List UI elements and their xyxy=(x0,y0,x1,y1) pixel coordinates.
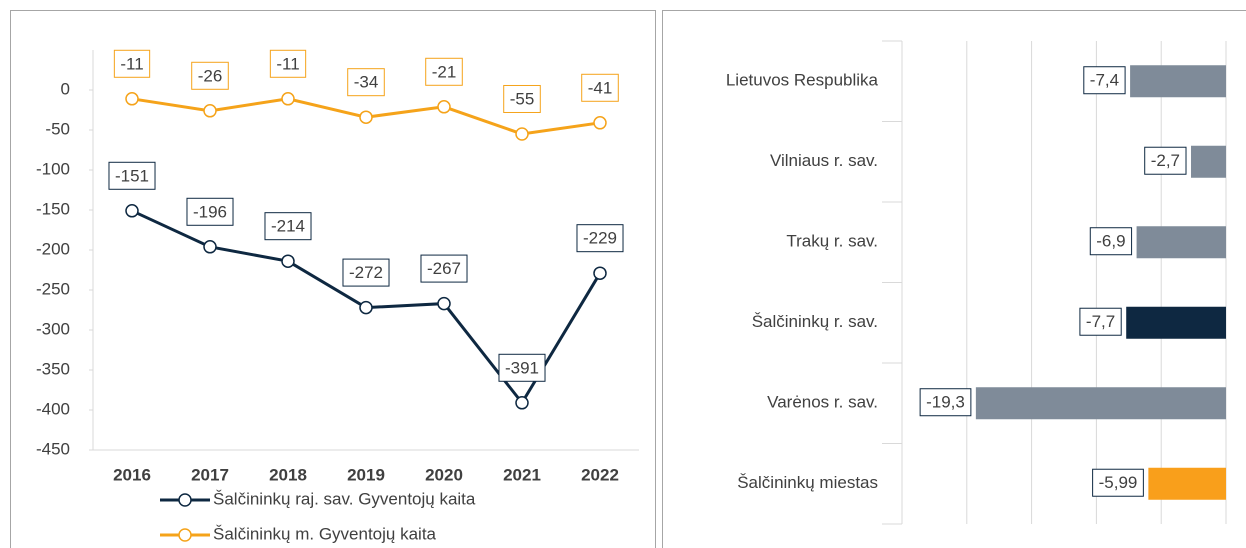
y-tick-label: 0 xyxy=(61,79,70,98)
y-tick-label: Šalčininkų r. sav. xyxy=(752,312,878,331)
data-label: -41 xyxy=(588,78,613,97)
data-label: -272 xyxy=(349,263,383,282)
data-label-box xyxy=(113,49,151,78)
data-label: -11 xyxy=(120,54,143,73)
bar xyxy=(1136,226,1226,259)
legend-label: Šalčininkų m. Gyventojų kaita xyxy=(213,524,437,543)
data-label: -11 xyxy=(276,54,299,73)
data-label: -6,9 xyxy=(1096,232,1125,251)
bar xyxy=(975,387,1226,420)
data-label-box xyxy=(269,49,307,78)
data-label-box xyxy=(1083,66,1126,95)
data-label: -7,4 xyxy=(1090,71,1119,90)
bar xyxy=(1191,145,1226,178)
x-tick-label: 2021 xyxy=(503,465,541,484)
data-label: -5,99 xyxy=(1099,473,1138,492)
data-label-box xyxy=(498,353,546,382)
data-label: -267 xyxy=(427,259,461,278)
data-label-box xyxy=(1079,307,1122,336)
point xyxy=(281,92,295,106)
x-tick-label: 2022 xyxy=(581,465,619,484)
x-tick-label: 2018 xyxy=(269,465,307,484)
data-label: -214 xyxy=(271,217,305,236)
point xyxy=(359,110,373,124)
legend-marker xyxy=(178,493,192,507)
y-tick-label: Šalčininkų miestas xyxy=(737,473,878,492)
point xyxy=(593,266,607,280)
y-tick-label: -400 xyxy=(36,399,70,418)
data-label-box xyxy=(1089,227,1133,256)
data-label: -21 xyxy=(432,62,457,81)
data-label-box xyxy=(347,68,385,97)
y-tick-label: Vilniaus r. sav. xyxy=(770,151,878,170)
x-tick-label: 2017 xyxy=(191,465,229,484)
point xyxy=(593,116,607,130)
data-label: -391 xyxy=(505,358,539,377)
data-label-box xyxy=(342,258,390,287)
x-tick-label: 2019 xyxy=(347,465,385,484)
legend-marker xyxy=(178,528,192,542)
y-tick-label: Trakų r. sav. xyxy=(786,232,878,251)
data-label-box xyxy=(503,84,541,113)
bar xyxy=(1126,306,1226,339)
data-label: -2,7 xyxy=(1151,151,1180,170)
point xyxy=(203,240,217,254)
data-label: -26 xyxy=(198,66,223,85)
data-label-box xyxy=(191,61,229,90)
bar xyxy=(1148,467,1226,500)
point xyxy=(203,104,217,118)
x-tick-label: 2020 xyxy=(425,465,463,484)
data-label-box xyxy=(576,224,624,253)
data-label-box xyxy=(186,197,234,226)
y-tick-label: -150 xyxy=(36,199,70,218)
point xyxy=(515,127,529,141)
data-label-box xyxy=(425,57,463,86)
data-label: -19,3 xyxy=(926,393,965,412)
point xyxy=(125,92,139,106)
data-label-box xyxy=(1144,146,1187,175)
data-label: -151 xyxy=(115,166,149,185)
data-label-box xyxy=(108,161,156,190)
point xyxy=(125,204,139,218)
y-tick-label: -250 xyxy=(36,279,70,298)
data-label-box xyxy=(420,254,468,283)
y-tick-label: -200 xyxy=(36,239,70,258)
bar xyxy=(1130,65,1226,98)
data-label-box xyxy=(581,73,619,102)
data-label-box xyxy=(1092,468,1144,497)
legend-label: Šalčininkų raj. sav. Gyventojų kaita xyxy=(213,489,476,508)
data-label-box xyxy=(264,212,312,241)
data-label: -34 xyxy=(354,73,379,92)
data-label: -229 xyxy=(583,229,617,248)
data-label: -7,7 xyxy=(1086,312,1115,331)
point xyxy=(359,300,373,315)
point xyxy=(437,296,451,311)
y-tick-label: -450 xyxy=(36,439,70,458)
data-label: -55 xyxy=(510,89,535,108)
x-tick-label: 2016 xyxy=(113,465,151,484)
data-label-box xyxy=(919,388,972,417)
point xyxy=(437,100,451,114)
data-label: -196 xyxy=(193,202,227,221)
y-tick-label: -350 xyxy=(36,359,70,378)
y-tick-label: -300 xyxy=(36,319,70,338)
y-tick-label: Lietuvos Respublika xyxy=(726,71,879,90)
y-tick-label: -100 xyxy=(36,159,70,178)
panel-left xyxy=(10,10,656,548)
point xyxy=(281,254,295,268)
y-tick-label: -50 xyxy=(45,119,70,138)
point xyxy=(515,396,529,410)
y-tick-label: Varėnos r. sav. xyxy=(767,393,878,412)
panel-right xyxy=(662,10,1246,548)
